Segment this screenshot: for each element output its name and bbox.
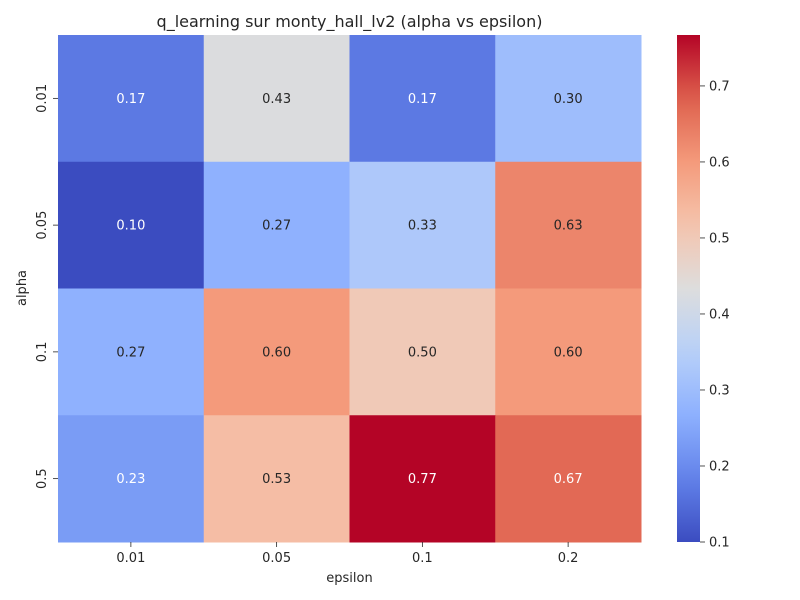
- heatmap-cell: [203, 288, 350, 416]
- y-tick-label: 0.1: [35, 342, 50, 363]
- heatmap-cell: [495, 161, 642, 289]
- cell-value-label: 0.30: [554, 92, 583, 107]
- heatmap-cell: [203, 161, 350, 289]
- colorbar-tick-label: 0.3: [709, 383, 730, 398]
- heatmap-cell: [495, 415, 642, 543]
- colorbar-tick-label: 0.5: [709, 231, 730, 246]
- cell-value-label: 0.17: [408, 92, 437, 107]
- cell-value-labels: 0.17 0.43 0.17 0.30 0.10 0.27 0.33 0.63 0.27 0.60…: [116, 92, 582, 487]
- heatmap-cell: [495, 288, 642, 416]
- x-tick-label: 0.1: [412, 551, 433, 566]
- chart-title: q_learning sur monty_hall_lv2 (alpha vs …: [157, 12, 543, 32]
- cell-value-label: 0.60: [262, 345, 291, 360]
- cell-value-label: 0.10: [116, 219, 145, 234]
- heatmap-cell: [203, 415, 350, 543]
- colorbar-tick-label: 0.1: [709, 536, 730, 551]
- colorbar-tick-label: 0.4: [709, 307, 730, 322]
- cell-value-label: 0.43: [262, 92, 291, 107]
- heatmap-cell: [58, 161, 205, 289]
- colorbar-gradient: [677, 35, 700, 542]
- cell-value-label: 0.77: [408, 472, 437, 487]
- y-tick-label: 0.01: [35, 84, 50, 113]
- y-axis-label: alpha: [15, 270, 30, 306]
- heatmap-cell: [58, 288, 205, 416]
- heatmap-cell: [203, 35, 350, 163]
- y-tick-label: 0.5: [35, 468, 50, 489]
- heatmap-cell: [58, 35, 205, 163]
- colorbar: 0.1 0.2 0.3 0.4 0.5 0.6 0.7: [677, 35, 730, 551]
- cell-value-label: 0.27: [262, 219, 291, 234]
- x-tick-label: 0.05: [262, 551, 291, 566]
- heatmap-cell: [495, 35, 642, 163]
- heatmap-cell: [349, 415, 496, 543]
- cell-value-label: 0.67: [554, 472, 583, 487]
- heatmap-cell: [349, 161, 496, 289]
- cell-value-label: 0.50: [408, 345, 437, 360]
- heatmap-cell: [349, 35, 496, 163]
- y-axis: 0.01 0.05 0.1 0.5: [35, 84, 58, 489]
- x-tick-label: 0.2: [558, 551, 579, 566]
- cell-value-label: 0.27: [116, 345, 145, 360]
- colorbar-tick-label: 0.2: [709, 459, 730, 474]
- cell-value-label: 0.33: [408, 219, 437, 234]
- heatmap-cell: [349, 288, 496, 416]
- colorbar-tick-label: 0.7: [709, 79, 730, 94]
- x-axis-label: epsilon: [326, 571, 372, 586]
- cell-value-label: 0.53: [262, 472, 291, 487]
- heatmap-cells: [58, 35, 642, 543]
- cell-value-label: 0.23: [116, 472, 145, 487]
- x-axis: 0.01 0.05 0.1 0.2: [116, 542, 578, 566]
- heatmap-cell: [58, 415, 205, 543]
- cell-value-label: 0.63: [554, 219, 583, 234]
- y-tick-label: 0.05: [35, 211, 50, 240]
- cell-value-label: 0.17: [116, 92, 145, 107]
- x-tick-label: 0.01: [116, 551, 145, 566]
- cell-value-label: 0.60: [554, 345, 583, 360]
- colorbar-tick-label: 0.6: [709, 155, 730, 170]
